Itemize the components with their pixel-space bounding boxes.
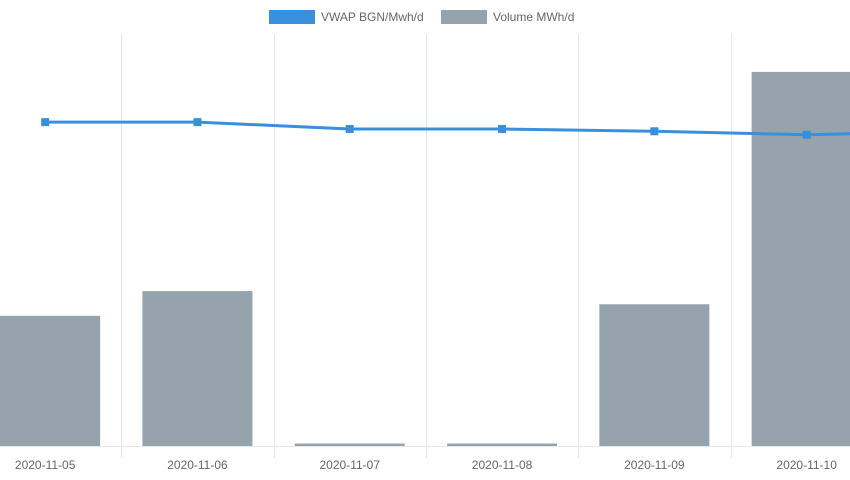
- vwap-line: [45, 120, 850, 137]
- volume-bar-2020-11-09: [599, 304, 710, 446]
- x-tick-label: 2020-11-10: [776, 458, 837, 472]
- volume-bar-2020-11-06: [142, 291, 253, 446]
- volume-bar-2020-11-05: [0, 315, 101, 446]
- volume-bar-2020-11-07: [294, 443, 405, 446]
- legend-label-vwap: VWAP BGN/Mwh/d: [321, 10, 424, 24]
- x-tick-label: 2020-11-09: [624, 458, 685, 472]
- legend: VWAP BGN/Mwh/d Volume MWh/d: [0, 7, 850, 27]
- vwap-point-2020-11-05: [41, 118, 50, 127]
- volume-bar-2020-11-10: [751, 71, 850, 447]
- legend-swatch-vwap: [269, 10, 315, 24]
- x-tick-label: 2020-11-07: [320, 458, 381, 472]
- vwap-point-2020-11-08: [498, 124, 507, 133]
- volume-bar-2020-11-08: [447, 443, 558, 446]
- x-tick-label: 2020-11-08: [472, 458, 533, 472]
- vwap-point-2020-11-09: [650, 127, 659, 136]
- vwap-point-2020-11-10: [802, 130, 811, 139]
- vwap-point-2020-11-06: [193, 118, 202, 127]
- legend-swatch-volume: [441, 10, 487, 24]
- legend-item-vwap[interactable]: VWAP BGN/Mwh/d: [269, 7, 424, 27]
- x-tick-label: 2020-11-06: [167, 458, 228, 472]
- grid-layer: [0, 34, 850, 458]
- legend-label-volume: Volume MWh/d: [493, 10, 575, 24]
- vwap-line-layer: [41, 118, 850, 139]
- x-axis-ticks: 2020-11-05 2020-11-06 2020-11-07 2020-11-08…: [15, 458, 837, 472]
- vwap-point-2020-11-07: [345, 124, 354, 133]
- legend-item-volume[interactable]: Volume MWh/d: [441, 7, 574, 27]
- x-tick-label: 2020-11-05: [15, 458, 76, 472]
